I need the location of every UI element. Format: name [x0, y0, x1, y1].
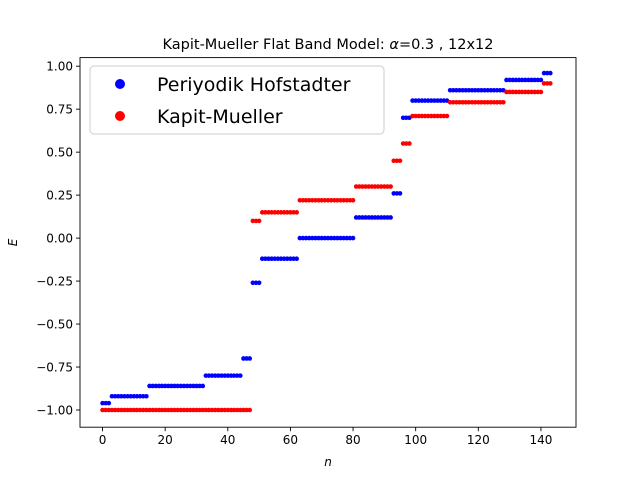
data-point — [407, 141, 412, 146]
x-axis-ticks: 0 20 40 60 80 100 120 140 — [99, 427, 552, 447]
y-tick-label: 1.00 — [46, 59, 73, 73]
series-kapit-mueller — [100, 81, 553, 413]
series-periyodik-hofstadter — [100, 70, 553, 406]
x-tick-label: 140 — [529, 433, 552, 447]
y-tick-label: 0.75 — [46, 102, 73, 116]
data-point — [238, 373, 243, 378]
chart-title: Kapit-Mueller Flat Band Model: α=0.3 , 1… — [163, 37, 494, 53]
data-points — [100, 70, 553, 413]
x-tick-label: 80 — [345, 433, 360, 447]
legend-marker-kapit-mueller — [115, 111, 125, 121]
data-point — [247, 356, 253, 361]
x-tick-label: 100 — [404, 433, 427, 447]
data-point — [350, 235, 356, 241]
x-tick-label: 120 — [467, 433, 490, 447]
plot-frame — [79, 57, 577, 428]
data-point — [501, 100, 506, 105]
y-tick-label: −1.00 — [36, 403, 73, 417]
data-point — [256, 218, 262, 224]
data-point — [538, 89, 544, 95]
data-point — [397, 191, 403, 196]
legend-label-kapit-mueller: Kapit-Mueller — [157, 106, 283, 128]
data-point — [538, 77, 544, 83]
legend: Periyodik Hofstadter Kapit-Mueller — [89, 65, 385, 135]
data-point — [144, 393, 149, 399]
x-tick-label: 20 — [158, 433, 173, 447]
y-tick-label: −0.50 — [36, 317, 73, 331]
data-point — [247, 407, 253, 413]
data-point — [350, 197, 356, 203]
data-point — [548, 70, 553, 76]
x-tick-label: 0 — [99, 433, 107, 447]
data-point — [388, 184, 393, 189]
y-axis-label: E — [6, 238, 20, 246]
y-tick-label: 0.50 — [46, 145, 73, 159]
x-axis-label: n — [324, 455, 332, 469]
y-tick-label: 0.00 — [46, 231, 73, 245]
data-point — [397, 158, 403, 164]
legend-marker-periyodik-hofstadter — [115, 79, 125, 89]
data-point — [200, 383, 206, 389]
x-tick-label: 60 — [283, 433, 298, 447]
data-point — [548, 81, 553, 86]
y-axis-ticks: −1.00 −0.75 −0.50 −0.25 0.00 0.25 0.50 0.75 1.00 — [36, 59, 80, 417]
y-tick-label: −0.75 — [36, 360, 73, 374]
data-point — [106, 400, 112, 406]
data-point — [256, 280, 262, 286]
y-tick-label: 0.25 — [46, 188, 73, 202]
x-tick-label: 40 — [220, 433, 235, 447]
legend-box — [89, 65, 385, 135]
legend-label-periyodik-hofstadter: Periyodik Hofstadter — [157, 74, 351, 96]
y-tick-label: −0.25 — [36, 274, 73, 288]
data-point — [294, 256, 299, 262]
data-point — [444, 113, 450, 119]
data-point — [388, 215, 393, 220]
data-point — [294, 210, 299, 215]
